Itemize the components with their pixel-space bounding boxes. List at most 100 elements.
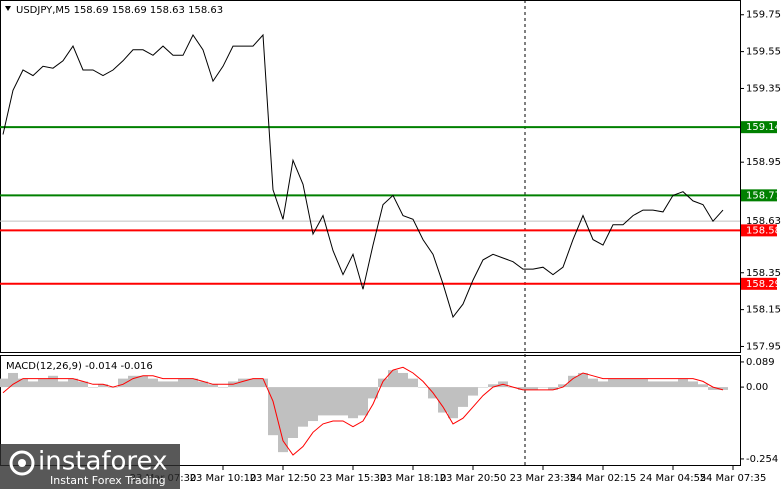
macd-bar	[318, 387, 328, 416]
macd-bar	[408, 378, 418, 388]
macd-bar	[178, 378, 188, 388]
x-tick-label: 23 Mar 18:10	[380, 473, 447, 484]
y-tick-label: 157.95	[746, 341, 781, 352]
macd-bar	[328, 387, 338, 416]
macd-bar	[548, 387, 558, 390]
macd-bar	[578, 372, 588, 388]
macd-bar	[188, 378, 198, 388]
macd-bar	[368, 387, 378, 399]
level-label: 159.14	[746, 122, 781, 133]
macd-bar	[478, 387, 488, 388]
macd-bar	[438, 387, 448, 413]
y-tick-label: 158.35	[746, 268, 781, 279]
x-tick-label: 24 Mar 04:55	[640, 473, 707, 484]
macd-bar	[218, 387, 228, 388]
x-tick-label: 23 Mar 12:50	[250, 473, 317, 484]
y-tick-label: -0.254	[746, 454, 778, 465]
macd-bar	[298, 387, 308, 427]
y-tick-label: 0.089	[746, 357, 775, 368]
macd-bar	[518, 387, 528, 390]
macd-bar	[638, 378, 648, 388]
macd-bar	[678, 378, 688, 388]
macd-bar	[78, 381, 88, 388]
macd-bar	[168, 381, 178, 388]
macd-bar	[18, 378, 28, 388]
watermark-box	[0, 444, 180, 489]
macd-bar	[608, 378, 618, 388]
macd-bar	[88, 387, 98, 388]
macd-bar	[658, 381, 668, 388]
level-label-box	[741, 224, 777, 237]
macd-bar	[68, 378, 78, 388]
macd-bar	[558, 384, 568, 388]
price-panel	[0, 0, 741, 353]
macd-bar	[528, 387, 538, 390]
macd-bar	[138, 375, 148, 388]
macd-bar	[268, 387, 278, 436]
macd-bar	[98, 384, 108, 388]
macd-bar	[718, 387, 728, 390]
signal-line	[2, 366, 724, 456]
price-title: USDJPY,M5 158.69 158.69 158.63 158.63	[16, 5, 223, 16]
macd-bar	[58, 381, 68, 388]
macd-bar	[348, 387, 358, 419]
x-tick-label: 24 Mar 02:15	[570, 473, 637, 484]
macd-bar	[628, 378, 638, 388]
macd-bar	[148, 378, 158, 388]
price-line	[2, 33, 724, 319]
y-tick-label: 159.75	[746, 10, 781, 21]
macd-bar	[288, 387, 298, 439]
macd-bar	[388, 370, 398, 388]
watermark: instaforex Instant Forex Trading	[0, 444, 180, 489]
macd-bar	[538, 387, 548, 388]
macd-bar	[598, 381, 608, 388]
level-label: 158.29	[746, 279, 781, 290]
current-price-box	[741, 215, 777, 228]
macd-bar	[38, 378, 48, 388]
macd-bar	[698, 384, 708, 388]
macd-bar	[358, 387, 368, 416]
macd-bar	[278, 387, 288, 453]
y-tick-label: 159.55	[746, 47, 781, 58]
y-tick-label: 0.00	[746, 382, 768, 393]
macd-bar	[308, 387, 318, 422]
macd-bar	[338, 387, 348, 416]
current-price-label: 158.63	[746, 216, 781, 227]
macd-bar	[588, 378, 598, 388]
macd-bar	[458, 387, 468, 407]
macd-title: MACD(12,26,9) -0.014 -0.016	[6, 361, 153, 372]
menu-arrow	[5, 6, 11, 11]
macd-bar	[488, 384, 498, 388]
x-tick-label: 23 Mar 10:10	[190, 473, 257, 484]
macd-bar	[708, 387, 718, 390]
macd-bar	[568, 375, 578, 388]
macd-bar	[648, 381, 658, 388]
macd-bar	[668, 381, 678, 388]
macd-bar	[258, 378, 268, 388]
y-tick-label: 158.15	[746, 305, 781, 316]
macd-bar	[48, 375, 58, 388]
level-label-box	[741, 121, 777, 134]
macd-bar	[8, 372, 18, 388]
level-label-box	[741, 277, 777, 290]
macd-bar	[0, 378, 8, 388]
macd-bar	[208, 384, 218, 388]
tagline: Instant Forex Trading	[50, 474, 166, 487]
macd-panel	[0, 355, 741, 466]
macd-bar	[448, 387, 458, 419]
macd-bar	[28, 381, 38, 388]
macd-bar	[248, 378, 258, 388]
y-tick-label: 158.95	[746, 157, 781, 168]
macd-bar	[198, 381, 208, 388]
macd-bar	[688, 381, 698, 388]
macd-bar	[378, 378, 388, 388]
y-tick-label: 159.35	[746, 83, 781, 94]
x-tick-label: 23 Mar 23:35	[510, 473, 577, 484]
brand: instaforex	[38, 447, 167, 477]
macd-bar	[118, 378, 128, 388]
macd-bar	[398, 372, 408, 388]
macd-bar	[418, 387, 428, 388]
